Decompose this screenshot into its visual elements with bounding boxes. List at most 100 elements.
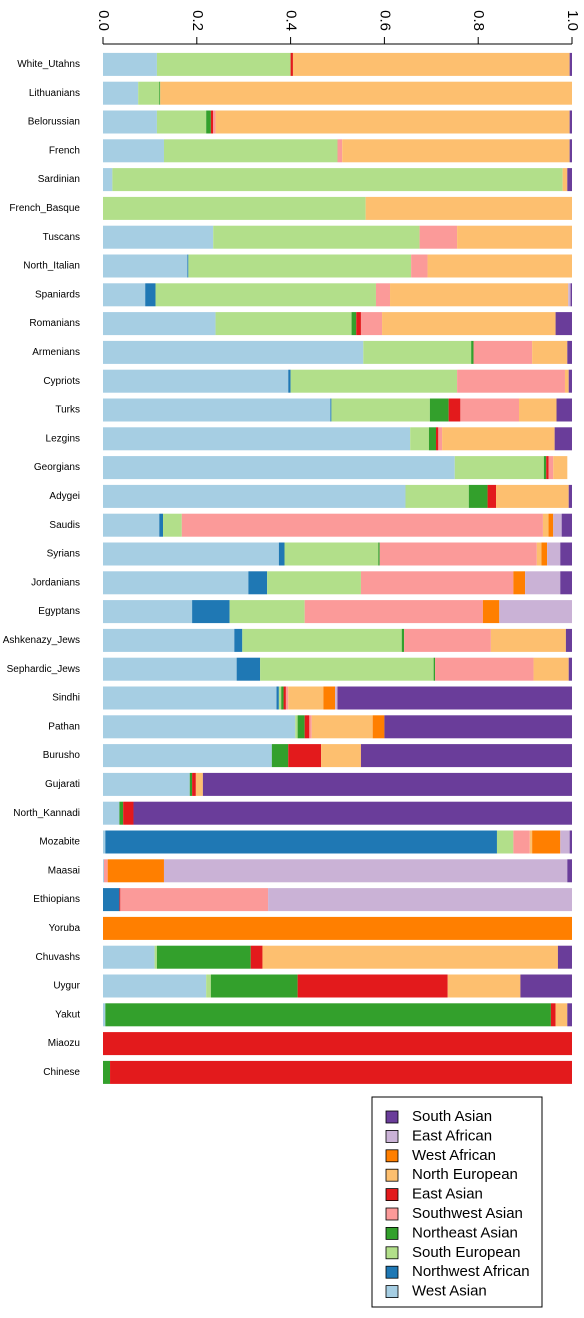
category-label: Egyptans (38, 606, 80, 617)
bar-segment-south-european (295, 715, 298, 739)
bar-segment-west-african (107, 859, 164, 883)
bar-saudis (103, 513, 572, 537)
bar-ashkenazy-jews (103, 628, 572, 652)
legend-frame (371, 1096, 543, 1308)
bar-segment-southwest-asian (103, 859, 108, 883)
bar-segment-northwest-african (192, 600, 230, 624)
bar-segment-southwest-asian (419, 225, 458, 249)
bar-segment-east-asian (304, 715, 310, 739)
bar-segment-west-african (548, 513, 554, 537)
bar-segment-southwest-asian (337, 139, 343, 163)
bar-sephardic-jews (103, 657, 572, 681)
bar-segment-south-asian (568, 369, 572, 393)
bar-segment-southwest-asian (375, 283, 391, 307)
bar-segment-northeast-asian (351, 312, 357, 336)
bar-segment-west-asian (103, 513, 160, 537)
bar-segment-northeast-asian (378, 542, 380, 566)
bar-segment-west-asian (103, 686, 277, 710)
legend-swatch-west-asian (385, 1285, 399, 1298)
bar-segment-west-asian (103, 1003, 106, 1027)
category-label: Syrians (47, 549, 80, 560)
category-label: Chinese (43, 1067, 80, 1078)
category-label: Lezgins (46, 433, 80, 444)
bar-segment-south-european (405, 484, 469, 508)
bar-segment-northwest-african (330, 398, 332, 422)
bar-segment-north-european (519, 398, 557, 422)
bar-segment-south-european (154, 945, 157, 969)
bar-segment-north-european (442, 427, 555, 451)
category-label: Mozabite (39, 837, 80, 848)
legend-swatch-northwest-african (385, 1265, 399, 1279)
bar-segment-east-asian (546, 456, 549, 480)
bar-segment-east-asian (250, 945, 263, 969)
bar-segment-north-european (427, 254, 572, 278)
bar-segment-south-european (112, 168, 563, 192)
bar-segment-southwest-asian (438, 427, 443, 451)
bar-belorussian (103, 110, 572, 134)
bar-segment-south-asian (567, 168, 572, 192)
bar-segment-south-european (242, 628, 402, 652)
legend-label: South European (412, 1244, 520, 1261)
bar-segment-north-european (536, 542, 542, 566)
bar-segment-northwest-african (187, 254, 189, 278)
bar-segment-south-european (215, 312, 352, 336)
bar-segment-north-european (160, 81, 572, 105)
bar-segment-southwest-asian (213, 110, 216, 134)
bar-segment-southwest-asian (457, 369, 565, 393)
bar-segment-west-asian (103, 139, 164, 163)
bar-segment-northeast-asian (401, 628, 405, 652)
bar-segment-south-asian (560, 571, 572, 595)
bar-gujarati (103, 772, 572, 796)
bar-french (103, 139, 572, 163)
category-label: Belorussian (28, 117, 80, 128)
bar-segment-east-asian (297, 974, 448, 998)
bar-segment-east-asian (435, 427, 439, 451)
category-label: Sephardic_Jews (7, 664, 80, 675)
category-label: Adygei (49, 491, 80, 502)
bar-segment-east-african (553, 513, 562, 537)
bar-chuvashs (103, 945, 572, 969)
bar-segment-north-european (288, 686, 324, 710)
bar-segment-west-asian (103, 974, 207, 998)
bar-segment-south-european (156, 52, 291, 76)
bar-segment-northeast-asian (159, 81, 161, 105)
bar-segment-south-asian (561, 513, 572, 537)
bar-segment-north-european (262, 945, 558, 969)
bar-segment-east-asian (210, 110, 214, 134)
category-label: Saudis (49, 520, 80, 531)
bar-segment-north-european (382, 312, 556, 336)
bar-segment-south-european (206, 974, 211, 998)
bar-chinese (103, 1060, 572, 1084)
bar-segment-northeast-asian (206, 110, 211, 134)
legend: South Asian East African West African North… (371, 1096, 543, 1308)
legend-swatch-south-european (385, 1246, 399, 1260)
bar-segment-southwest-asian (548, 456, 554, 480)
bar-segment-south-european (103, 196, 366, 220)
bar-segment-southwest-asian (360, 571, 514, 595)
bar-segment-south-asian (520, 974, 572, 998)
legend-swatch-west-african (385, 1149, 399, 1163)
bar-segment-south-asian (567, 1003, 572, 1027)
bar-segment-east-african (525, 571, 561, 595)
category-label: Ethiopians (33, 894, 80, 905)
bar-segment-north-european (342, 139, 570, 163)
bar-segment-northeast-asian (271, 744, 289, 768)
bar-segment-west-asian (103, 369, 289, 393)
bar-tuscans (103, 225, 572, 249)
x-axis: 0.0 0.2 0.4 0.6 0.8 1.0 (95, 10, 581, 45)
bar-segment-west-asian (103, 427, 411, 451)
bar-segment-south-european (229, 600, 305, 624)
legend-label: West Asian (412, 1283, 487, 1300)
bar-segment-east-african (560, 830, 570, 854)
bar-segment-east-asian (487, 484, 497, 508)
bar-lithuanians (103, 81, 572, 105)
legend-swatch-northeast-asian (385, 1227, 399, 1240)
bar-pathan (103, 715, 572, 739)
bar-segment-south-european (138, 81, 160, 105)
legend-swatch-east-african (385, 1130, 399, 1143)
bar-miaozu (103, 1032, 572, 1056)
bar-french-basque (103, 196, 572, 220)
bar-segment-northwest-african (234, 628, 243, 652)
legend-label: East African (412, 1127, 492, 1144)
bar-segment-south-european (155, 283, 376, 307)
